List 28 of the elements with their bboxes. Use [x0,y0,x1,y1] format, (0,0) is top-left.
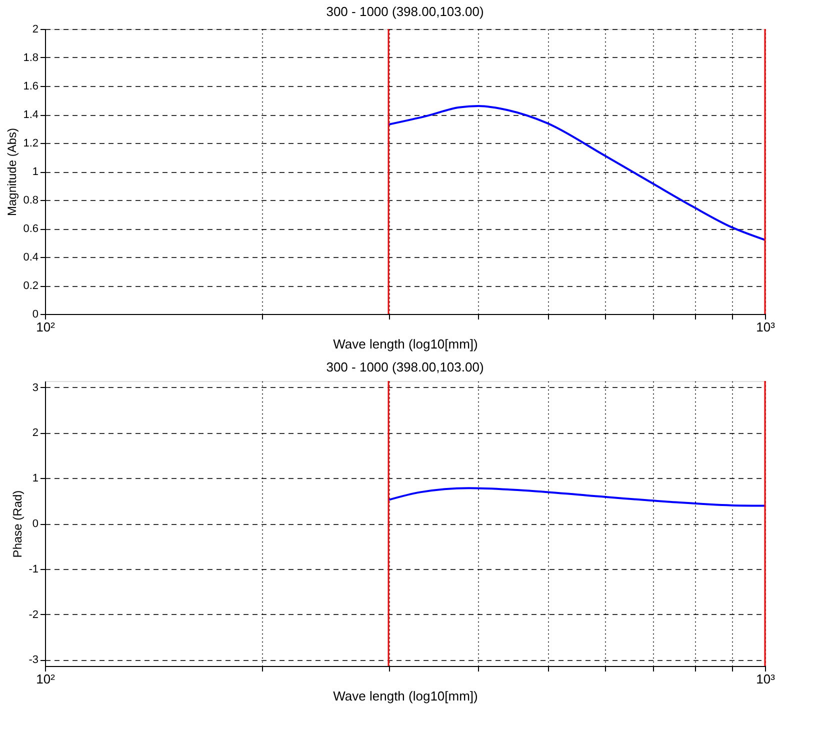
y-tick-label: 2 [32,24,38,36]
y-tick-label: 0.6 [23,223,38,235]
y-axis-title: Phase (Rad) [10,490,25,558]
y-tick-label: -1 [28,563,38,576]
y-tick-label: 1.2 [23,138,38,150]
y-tick-label: -3 [28,654,38,666]
x-axis-title: Wave length (log10[mm]) [333,688,478,704]
x-tick-label: 10² [36,672,56,686]
y-tick-label: 0.4 [23,252,38,264]
y-tick-label: 1 [32,472,38,485]
x-tick-label: 10³ [756,320,776,334]
x-axis-title: Wave length (log10[mm]) [333,336,478,352]
y-axis-title: Magnitude (Abs) [5,128,20,216]
y-tick-label: 0 [32,518,38,530]
x-tick-label: 10² [36,320,56,334]
y-tick-label: 1.6 [23,80,38,92]
x-tick-label: 10³ [756,672,776,686]
y-tick-label: 0.2 [23,280,38,292]
y-tick-label: 2 [32,427,38,440]
y-tick-label: 3 [32,382,38,394]
y-tick-label: -2 [28,608,38,621]
chart-title: 300 - 1000 (398.00,103.00) [326,4,484,19]
y-tick-label: 0.8 [23,194,38,206]
y-tick-label: 0 [32,308,38,320]
y-tick-label: 1.8 [23,52,38,64]
y-tick-label: 1.4 [23,109,38,121]
y-tick-label: 1 [32,166,38,178]
chart-title: 300 - 1000 (398.00,103.00) [326,359,484,374]
